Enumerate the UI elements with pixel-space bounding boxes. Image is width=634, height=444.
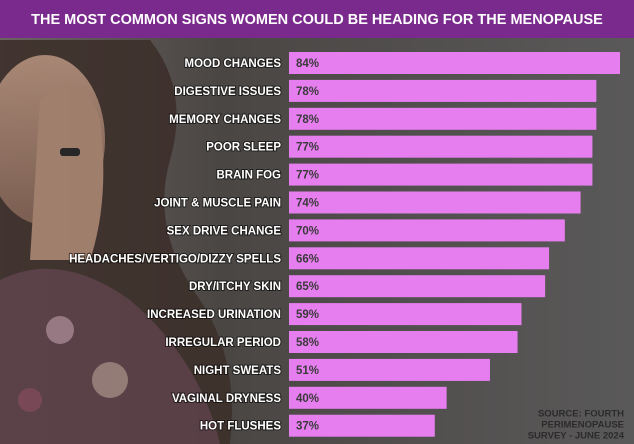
category-label: HEADACHES/VERTIGO/DIZZY SPELLS bbox=[69, 253, 281, 265]
category-label: POOR SLEEP bbox=[206, 142, 281, 154]
photo bbox=[0, 40, 232, 444]
bar bbox=[289, 247, 550, 270]
value-label: 74% bbox=[296, 198, 319, 210]
category-label: NIGHT SWEATS bbox=[194, 365, 282, 377]
category-label: JOINT & MUSCLE PAIN bbox=[154, 198, 281, 210]
value-label: 66% bbox=[296, 253, 319, 265]
bar bbox=[289, 358, 490, 381]
bar bbox=[289, 219, 565, 242]
category-label: INCREASED URINATION bbox=[147, 309, 281, 321]
category-label: MOOD CHANGES bbox=[185, 58, 282, 70]
bar bbox=[289, 414, 435, 437]
value-label: 40% bbox=[296, 393, 319, 405]
category-label: DIGESTIVE ISSUES bbox=[174, 86, 281, 98]
bar bbox=[289, 275, 546, 298]
bar bbox=[289, 79, 597, 102]
category-label: VAGINAL DRYNESS bbox=[172, 393, 281, 405]
value-label: 59% bbox=[296, 309, 319, 321]
source-line: PERIMENOPAUSE bbox=[541, 420, 624, 431]
category-label: MEMORY CHANGES bbox=[169, 114, 281, 126]
category-label: BRAIN FOG bbox=[216, 170, 281, 182]
bar bbox=[289, 107, 597, 130]
value-label: 77% bbox=[296, 142, 319, 154]
title-bar bbox=[0, 0, 634, 38]
category-label: DRY/ITCHY SKIN bbox=[189, 281, 281, 293]
bar bbox=[289, 303, 522, 326]
bar bbox=[289, 191, 581, 214]
value-label: 65% bbox=[296, 281, 319, 293]
value-label: 37% bbox=[296, 421, 319, 433]
category-label: IRREGULAR PERIOD bbox=[165, 337, 281, 349]
bar bbox=[289, 386, 447, 409]
bar bbox=[289, 163, 593, 186]
bar bbox=[289, 52, 620, 74]
value-label: 78% bbox=[296, 86, 319, 98]
value-label: 58% bbox=[296, 337, 319, 349]
value-label: 77% bbox=[296, 170, 319, 182]
bar bbox=[289, 331, 518, 353]
source-line: SOURCE: FOURTH bbox=[538, 409, 624, 420]
value-label: 78% bbox=[296, 114, 319, 126]
category-label: HOT FLUSHES bbox=[200, 421, 281, 433]
source-line: SURVEY - JUNE 2024 bbox=[528, 431, 625, 442]
value-label: 70% bbox=[296, 225, 319, 237]
value-label: 51% bbox=[296, 365, 319, 377]
category-label: SEX DRIVE CHANGE bbox=[167, 225, 282, 237]
bar bbox=[289, 135, 593, 158]
chart-title: THE MOST COMMON SIGNS WOMEN COULD BE HEA… bbox=[31, 12, 603, 28]
value-label: 84% bbox=[296, 58, 319, 70]
